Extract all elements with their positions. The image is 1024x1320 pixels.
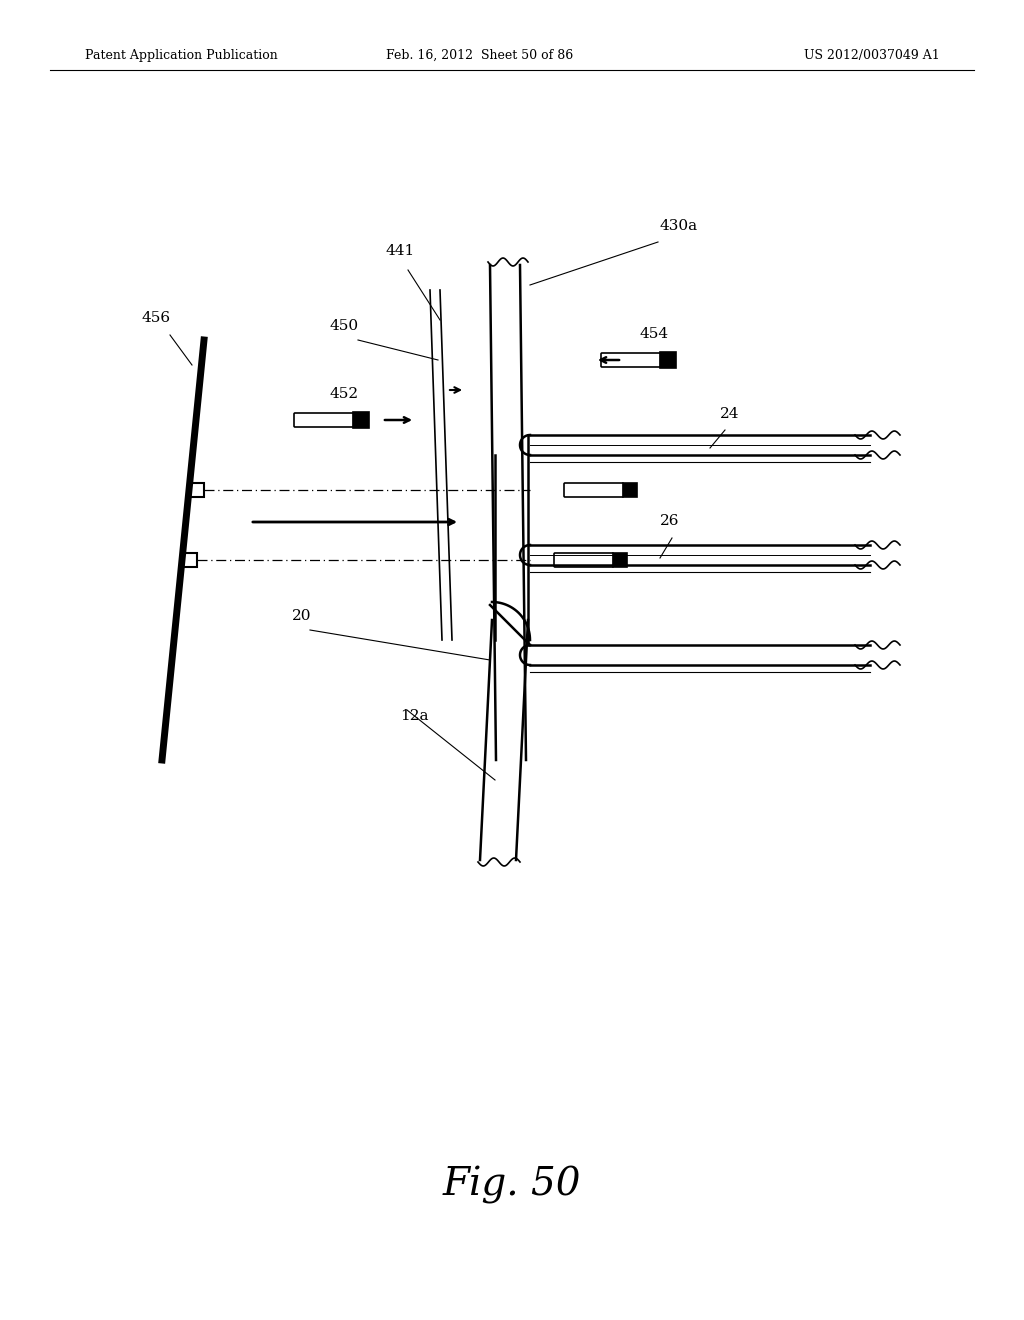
Text: Fig. 50: Fig. 50 [442, 1166, 582, 1204]
FancyBboxPatch shape [612, 553, 627, 568]
FancyBboxPatch shape [183, 553, 197, 568]
FancyBboxPatch shape [623, 483, 637, 498]
Text: Patent Application Publication: Patent Application Publication [85, 49, 278, 62]
FancyBboxPatch shape [564, 483, 624, 498]
FancyBboxPatch shape [601, 352, 660, 367]
Text: 12a: 12a [400, 709, 428, 723]
Text: 450: 450 [330, 319, 359, 333]
FancyBboxPatch shape [554, 553, 613, 568]
FancyBboxPatch shape [294, 413, 353, 426]
FancyBboxPatch shape [352, 412, 369, 428]
Text: 24: 24 [720, 407, 739, 421]
Text: 430a: 430a [660, 219, 698, 234]
FancyBboxPatch shape [190, 483, 204, 498]
Text: 454: 454 [640, 327, 669, 341]
Text: 452: 452 [330, 387, 359, 401]
Text: 441: 441 [385, 244, 415, 257]
Text: 20: 20 [292, 609, 311, 623]
Text: Feb. 16, 2012  Sheet 50 of 86: Feb. 16, 2012 Sheet 50 of 86 [386, 49, 573, 62]
Text: 26: 26 [660, 513, 680, 528]
FancyBboxPatch shape [659, 352, 676, 368]
Text: US 2012/0037049 A1: US 2012/0037049 A1 [804, 49, 940, 62]
Text: 456: 456 [142, 312, 171, 325]
